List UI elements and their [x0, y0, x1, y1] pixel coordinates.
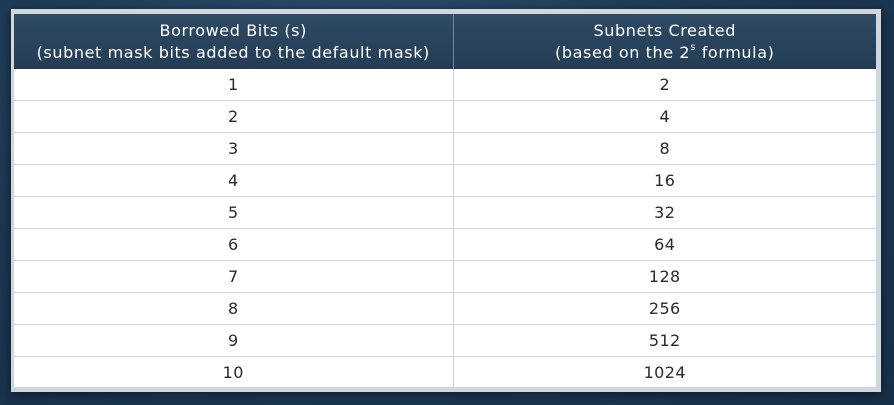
formula-exponent: s: [690, 42, 697, 54]
table-row: 7 128: [14, 260, 876, 293]
header-subnets-created-subtitle: (based on the 2s formula): [454, 42, 877, 64]
borrowed-bits-cell: 10: [14, 356, 454, 387]
subnets-created-cell: 32: [453, 196, 876, 229]
table-row: 9 512: [14, 324, 876, 357]
subnets-created-cell: 64: [453, 228, 876, 261]
table-frame: Borrowed Bits (s) (subnet mask bits adde…: [11, 9, 881, 392]
subnets-created-cell: 16: [453, 164, 876, 197]
borrowed-bits-cell: 6: [14, 228, 454, 261]
header-borrowed-bits: Borrowed Bits (s) (subnet mask bits adde…: [14, 14, 454, 69]
subnets-created-cell: 128: [453, 260, 876, 293]
borrowed-bits-cell: 1: [14, 69, 454, 101]
subnets-created-cell: 2: [453, 69, 876, 101]
subnets-created-cell: 256: [453, 292, 876, 325]
table-body: 1 2 2 4 3 8 4 16 5 32 6 64 7 128 8 256 9 512 10 1024: [14, 69, 876, 387]
borrowed-bits-cell: 7: [14, 260, 454, 293]
borrowed-bits-cell: 2: [14, 100, 454, 133]
header-borrowed-bits-subtitle: (subnet mask bits added to the default m…: [36, 42, 430, 62]
subnets-created-cell: 1024: [643, 363, 686, 382]
table-row: 8 256: [14, 292, 876, 325]
borrowed-bits-cell: 3: [14, 132, 454, 165]
header-borrowed-bits-title: Borrowed Bits (s): [159, 20, 307, 40]
borrowed-bits-cell: 5: [14, 196, 454, 229]
table-row: 4 16: [14, 164, 876, 197]
subnets-created-cell: 512: [453, 324, 876, 357]
table-container: Borrowed Bits (s) (subnet mask bits adde…: [14, 14, 876, 387]
table-row: 5 32: [14, 196, 876, 229]
header-subnets-created-title: Subnets Created: [593, 20, 736, 40]
borrowed-bits-cell: 4: [14, 164, 454, 197]
header-row: Borrowed Bits (s) (subnet mask bits adde…: [14, 14, 876, 69]
borrowed-bits-cell: 8: [14, 292, 454, 325]
subnet-table: Borrowed Bits (s) (subnet mask bits adde…: [14, 14, 876, 387]
table-row: 10 1024: [14, 356, 876, 387]
table-row: 6 64: [14, 228, 876, 261]
subnets-created-cell: 4: [453, 100, 876, 133]
header-subnets-created: Subnets Created (based on the 2s formula…: [453, 14, 876, 69]
table-header: Borrowed Bits (s) (subnet mask bits adde…: [14, 14, 876, 69]
borrowed-bits-cell: 9: [14, 324, 454, 357]
formula-suffix: formula): [696, 42, 775, 62]
subnets-created-cell: 8: [453, 132, 876, 165]
formula-prefix: (based on the 2: [555, 42, 691, 62]
